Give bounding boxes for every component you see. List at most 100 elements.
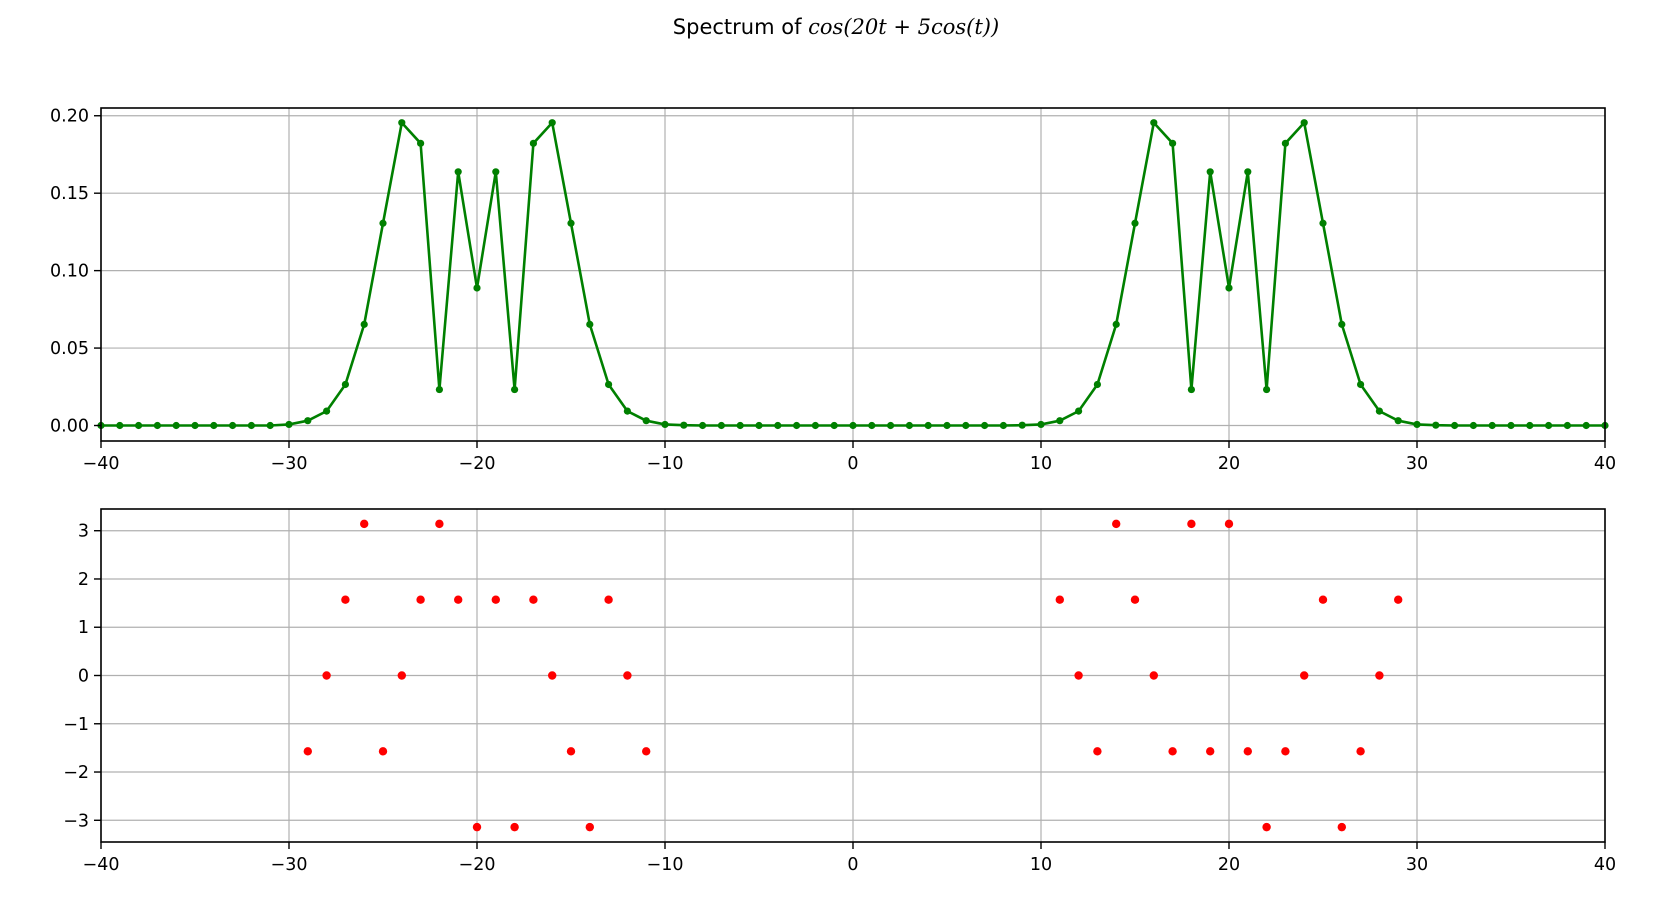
- data-point: [868, 421, 876, 430]
- x-tick-label: −20: [459, 454, 496, 474]
- data-point: [623, 407, 632, 415]
- data-point: [322, 671, 331, 680]
- data-point: [1112, 519, 1121, 529]
- y-tick-label: 0: [78, 667, 89, 687]
- x-tick-label: 30: [1406, 454, 1428, 474]
- data-point: [1357, 380, 1365, 389]
- data-point: [510, 822, 519, 832]
- data-point: [341, 380, 349, 389]
- x-tick-label: −20: [459, 855, 496, 875]
- data-point: [1582, 421, 1590, 430]
- data-point: [1338, 320, 1346, 328]
- data-point: [303, 747, 312, 756]
- data-point: [397, 671, 406, 680]
- data-point: [398, 119, 406, 127]
- data-point: [1244, 168, 1252, 176]
- data-point: [1300, 671, 1309, 680]
- y-tick-label: 0.10: [50, 262, 89, 282]
- y-tick-label: 2: [78, 570, 89, 590]
- data-point: [172, 421, 180, 430]
- x-tick-label: −10: [647, 454, 684, 474]
- figure-title-math: cos(20t + 5cos(t)): [808, 15, 999, 39]
- data-point: [304, 417, 312, 425]
- data-point: [943, 421, 951, 430]
- data-point: [153, 421, 161, 430]
- data-point: [491, 595, 500, 604]
- x-tick-label: 10: [1030, 855, 1052, 875]
- data-point: [1131, 219, 1139, 227]
- data-point: [1130, 595, 1140, 604]
- data-point: [585, 822, 594, 832]
- y-tick-label: −3: [63, 811, 89, 831]
- x-tick-label: 20: [1218, 855, 1240, 875]
- data-point: [135, 421, 143, 430]
- data-point: [642, 417, 650, 425]
- x-tick-label: −30: [271, 454, 308, 474]
- data-point: [435, 385, 443, 394]
- data-point: [360, 320, 368, 328]
- x-tick-label: 40: [1594, 855, 1616, 875]
- data-point: [341, 595, 350, 604]
- x-tick-label: 40: [1594, 454, 1616, 474]
- data-point: [1281, 747, 1290, 756]
- data-point: [1075, 407, 1083, 415]
- data-point: [774, 421, 782, 430]
- data-point: [529, 595, 538, 604]
- data-point: [1394, 417, 1402, 425]
- data-point: [924, 421, 932, 430]
- data-point: [472, 822, 482, 832]
- data-point: [529, 139, 538, 147]
- data-point: [285, 420, 293, 429]
- data-point: [323, 407, 331, 415]
- data-point: [1319, 219, 1327, 227]
- data-point: [1169, 139, 1177, 147]
- data-point: [510, 385, 519, 394]
- data-point: [1356, 747, 1365, 756]
- data-point: [661, 420, 669, 429]
- data-point: [1018, 421, 1026, 429]
- data-point: [905, 421, 914, 430]
- data-point: [210, 421, 218, 430]
- data-point: [1206, 747, 1215, 756]
- data-point: [1337, 822, 1347, 832]
- data-point: [454, 168, 462, 176]
- data-point: [1563, 421, 1571, 430]
- data-point: [736, 421, 744, 430]
- data-point: [548, 671, 557, 680]
- data-point: [1413, 420, 1421, 429]
- data-point: [1262, 822, 1271, 832]
- data-point: [416, 595, 425, 604]
- data-point: [116, 421, 124, 430]
- data-point: [1281, 139, 1289, 147]
- data-point: [1150, 119, 1158, 127]
- data-point: [793, 421, 801, 430]
- data-point: [1093, 747, 1102, 756]
- data-point: [229, 421, 237, 430]
- data-point: [1526, 421, 1534, 430]
- x-tick-label: 0: [847, 855, 858, 875]
- data-point: [1375, 671, 1384, 680]
- data-point: [1056, 417, 1064, 425]
- data-point: [266, 421, 274, 430]
- data-point: [454, 595, 463, 604]
- data-point: [642, 747, 651, 756]
- data-point: [1093, 380, 1101, 389]
- x-tick-label: −40: [83, 454, 120, 474]
- data-point: [1263, 385, 1271, 394]
- data-point: [604, 595, 613, 604]
- data-point: [1037, 420, 1045, 429]
- data-point: [1507, 421, 1515, 430]
- data-point: [605, 380, 613, 389]
- figure-title-prefix: Spectrum of: [673, 15, 808, 39]
- data-point: [981, 421, 989, 430]
- data-point: [887, 421, 895, 430]
- y-tick-label: 0.15: [50, 184, 89, 204]
- y-tick-label: 0.20: [50, 107, 89, 127]
- data-point: [566, 747, 576, 756]
- data-point: [567, 219, 575, 227]
- data-point: [1074, 671, 1083, 680]
- data-point: [1149, 671, 1159, 680]
- data-point: [1469, 421, 1477, 430]
- figure-title: Spectrum of cos(20t + 5cos(t)): [673, 15, 999, 39]
